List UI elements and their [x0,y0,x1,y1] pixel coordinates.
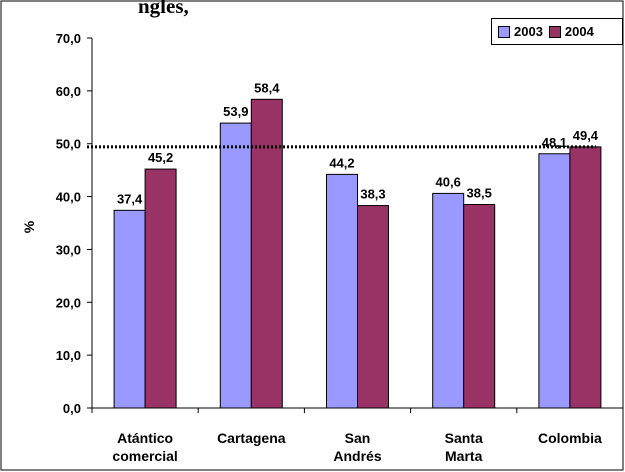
x-tick-label: Andrés [333,448,381,464]
data-labels: 37,4 53,9 44,2 40,6 48,1 45,2 58,4 38,3 38,5 49,4 [117,80,599,206]
x-tick-label: comercial [112,448,177,464]
legend-item-2003: 2003 [498,24,543,39]
y-tick-label: 60,0 [56,84,81,99]
x-tick-label: Colombia [538,430,602,446]
axes: 0,0 10,0 20,0 30,0 40,0 50,0 60,0 70,0 [56,31,624,416]
legend-swatch-2004 [548,25,561,38]
y-tick-label: 10,0 [56,348,81,363]
x-tick-label: Marta [445,448,483,464]
data-label-2003: 48,1 [542,135,567,150]
bar-2004 [144,168,177,409]
y-axis-label: % [21,220,37,233]
x-tick-label: Atántico [117,430,173,446]
y-tick-label: 70,0 [56,31,81,46]
data-label-2003: 44,2 [329,155,354,170]
bar-2004 [569,146,602,409]
bar-2003 [538,153,571,409]
y-tick-label: 0,0 [63,401,81,416]
legend-item-2004: 2004 [548,24,594,39]
data-label-2004: 49,4 [573,128,599,143]
data-label-2004: 38,5 [467,186,492,201]
y-tick-label: 20,0 [56,295,81,310]
data-label-2003: 53,9 [223,104,248,119]
bar-2003 [432,192,465,409]
data-label-2003: 37,4 [117,191,143,206]
x-tick-labels: Atántico comercial Cartagena San Andrés Santa… [112,430,602,464]
bar-2004 [463,204,496,409]
data-label-2004: 38,3 [360,187,385,202]
x-tick-label: San [345,430,371,446]
y-tick-label: 30,0 [56,242,81,257]
legend-label-2004: 2004 [564,24,594,39]
data-label-2004: 45,2 [148,150,173,165]
legend-label-2003: 2003 [514,24,543,39]
legend-swatch-2003 [498,25,510,38]
bar-2003 [326,173,358,409]
data-label-2003: 40,6 [436,174,461,189]
y-tick-label: 40,0 [56,190,81,205]
x-tick-label: Cartagena [217,430,286,446]
x-tick-label: Santa [445,430,483,446]
y-tick-label: 50,0 [56,137,81,152]
data-label-2004: 58,4 [254,80,280,95]
chart-title-fragment: ngles, [138,0,189,18]
bar-2003 [113,209,146,409]
bar-2003 [219,122,252,409]
bar-2004 [357,205,389,409]
legend: 2003 2004 [491,18,623,45]
bars [113,98,602,409]
bar-2004 [250,98,283,409]
